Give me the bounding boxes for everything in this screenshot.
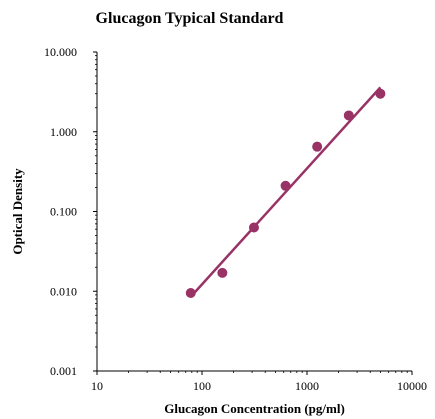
data-point: [343, 110, 354, 121]
trendline-group: [189, 86, 382, 298]
points-group: [185, 88, 386, 299]
y-tick-label: 0.010: [50, 284, 77, 298]
data-point: [375, 88, 386, 99]
data-point: [217, 267, 228, 278]
data-point: [280, 180, 291, 191]
y-tick-label: 10.000: [44, 45, 77, 59]
y-axis-title: Optical Density: [10, 168, 25, 255]
y-tick-label: 0.100: [50, 205, 77, 219]
y-tick-label: 1.000: [50, 125, 77, 139]
x-tick-label: 10000: [397, 379, 427, 393]
chart-title: Glucagon Typical Standard: [95, 10, 284, 27]
data-point: [248, 222, 259, 233]
data-point: [185, 288, 196, 299]
trendline: [189, 86, 382, 298]
ticks-group: 0.001 0.010 0.100 1.000 10.000 10 100 1000 10000: [44, 45, 427, 393]
x-tick-label: 10: [91, 379, 103, 393]
y-tick-label: 0.001: [50, 364, 77, 378]
x-tick-label: 100: [193, 379, 211, 393]
axes-group: [96, 52, 412, 372]
data-point: [312, 141, 323, 152]
x-tick-label: 1000: [295, 379, 319, 393]
x-axis-title: Glucagon Concentration (pg/ml): [164, 401, 345, 416]
